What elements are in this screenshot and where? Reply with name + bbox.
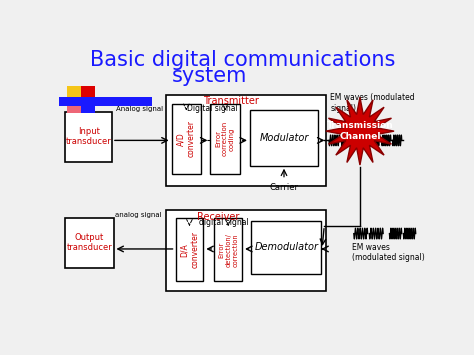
Bar	[166, 211, 326, 291]
Bar	[172, 104, 201, 174]
Bar	[166, 95, 326, 186]
Text: digital signal: digital signal	[200, 218, 249, 227]
Bar	[214, 218, 242, 281]
Text: Carrier: Carrier	[270, 183, 299, 192]
Text: Error
detection/
correction: Error detection/ correction	[218, 233, 238, 267]
Text: Digital signal: Digital signal	[187, 104, 238, 113]
Text: Transmission
Channel: Transmission Channel	[327, 121, 393, 141]
Bar	[67, 86, 81, 100]
Text: D/A
converter: D/A converter	[180, 231, 199, 268]
Polygon shape	[326, 97, 394, 165]
Text: Analog signal: Analog signal	[116, 106, 163, 112]
Text: Basic digital communications: Basic digital communications	[90, 50, 396, 70]
Text: Transmitter: Transmitter	[202, 97, 258, 106]
Text: system: system	[172, 66, 247, 86]
Bar	[210, 104, 240, 174]
Bar	[251, 221, 321, 274]
Bar	[65, 112, 112, 162]
Text: EM waves (modulated
signal): EM waves (modulated signal)	[330, 93, 415, 113]
Bar	[250, 110, 318, 166]
Text: EM waves
(modulated signal): EM waves (modulated signal)	[352, 243, 425, 262]
Text: Modulator: Modulator	[259, 133, 309, 143]
Bar	[81, 100, 95, 114]
Bar	[67, 100, 81, 114]
Text: analog signal: analog signal	[115, 212, 162, 218]
Text: Receiver: Receiver	[197, 212, 239, 222]
Bar	[175, 218, 203, 281]
Text: Demodulator: Demodulator	[255, 242, 319, 252]
Text: Output
transducer: Output transducer	[67, 233, 112, 252]
Bar	[65, 218, 113, 268]
Text: Error
correction
coding: Error correction coding	[215, 121, 235, 157]
Bar	[81, 86, 95, 100]
Text: Input
transducer: Input transducer	[66, 127, 111, 146]
Text: A/D
converter: A/D converter	[177, 120, 196, 157]
Bar	[59, 97, 152, 106]
